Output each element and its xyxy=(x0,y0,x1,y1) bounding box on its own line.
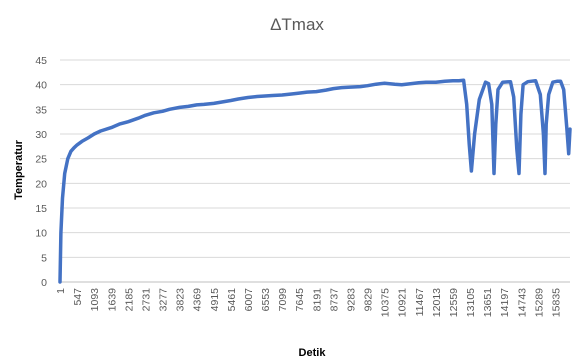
y-tick-label: 5 xyxy=(41,252,47,264)
x-tick-label: 14197 xyxy=(499,288,511,317)
x-tick-label: 7099 xyxy=(277,288,289,312)
x-tick-label: 8191 xyxy=(311,288,323,312)
y-tick-label: 0 xyxy=(41,277,47,289)
x-tick-label: 547 xyxy=(72,288,84,306)
x-tick-label: 1 xyxy=(55,288,67,294)
y-tick-label: 30 xyxy=(35,129,47,141)
y-tick-labels: 0 5 10 15 20 25 30 35 40 45 xyxy=(35,55,47,289)
series-line xyxy=(58,78,572,284)
x-tick-label: 8737 xyxy=(328,288,340,312)
x-tick-label: 6553 xyxy=(260,288,272,312)
y-tick-label: 40 xyxy=(35,80,47,92)
x-tick-label: 4369 xyxy=(192,288,204,312)
x-tick-label: 3277 xyxy=(158,288,170,312)
x-tick-label: 13651 xyxy=(482,288,494,317)
x-tick-label: 10375 xyxy=(380,288,392,317)
x-tick-label: 1639 xyxy=(106,288,118,312)
x-tick-label: 10921 xyxy=(397,288,409,317)
x-tick-label: 4915 xyxy=(209,288,221,312)
x-tick-label: 6007 xyxy=(243,288,255,312)
x-tick-label: 13105 xyxy=(465,288,477,317)
x-tick-label: 2185 xyxy=(123,288,135,312)
y-axis-label: Temperatur xyxy=(13,139,25,199)
y-tick-label: 35 xyxy=(35,104,47,116)
x-tick-label: 9283 xyxy=(345,288,357,312)
y-tick-label: 20 xyxy=(35,178,47,190)
x-tick-labels: 1 547 1093 1639 2185 2731 3277 3823 4369 4915 5461… xyxy=(55,288,562,317)
y-tick-label: 10 xyxy=(35,228,47,240)
grid-lines xyxy=(60,59,570,258)
x-tick-label: 1093 xyxy=(89,288,101,312)
x-tick-label: 2731 xyxy=(140,288,152,312)
x-tick-label: 15835 xyxy=(550,288,562,317)
x-tick-label: 3823 xyxy=(175,288,187,312)
x-tick-label: 12559 xyxy=(448,288,460,317)
x-tick-label: 12013 xyxy=(431,288,443,317)
x-tick-label: 9829 xyxy=(363,288,375,312)
x-axis-label: Detik xyxy=(299,347,327,359)
y-tick-label: 25 xyxy=(35,154,47,166)
x-tick-label: 11467 xyxy=(414,288,426,317)
chart-title: ΔTmax xyxy=(270,15,324,34)
x-tick-label: 7645 xyxy=(294,288,306,312)
x-tick-label: 14743 xyxy=(516,288,528,317)
x-tick-label: 5461 xyxy=(226,288,238,312)
y-tick-label: 15 xyxy=(35,203,47,215)
x-tick-label: 15289 xyxy=(533,288,545,317)
y-tick-label: 45 xyxy=(35,55,47,67)
